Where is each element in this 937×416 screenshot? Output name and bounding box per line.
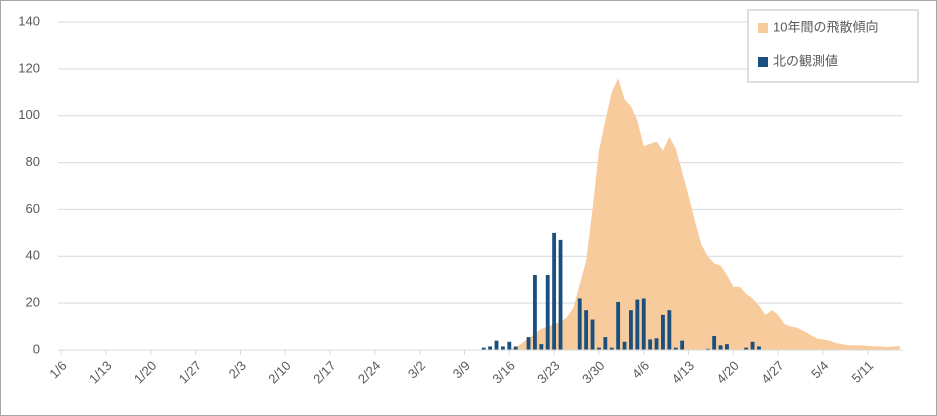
bar: [635, 299, 640, 350]
legend-box: [747, 9, 919, 83]
y-tick-label: 20: [26, 295, 40, 310]
legend-swatch: [758, 23, 768, 33]
bar: [750, 341, 755, 350]
legend-label: 北の観測値: [773, 53, 838, 68]
bar: [597, 347, 601, 350]
bar: [481, 347, 486, 350]
y-tick-label: 0: [33, 341, 40, 356]
bar: [712, 335, 717, 350]
bar: [680, 340, 685, 350]
bar: [648, 339, 653, 350]
y-tick-label: 140: [18, 13, 40, 28]
bar: [757, 346, 761, 350]
bar: [609, 347, 614, 350]
bar: [513, 346, 518, 350]
bar: [590, 319, 595, 350]
area: [61, 78, 900, 350]
bar: [526, 337, 531, 350]
bar: [545, 275, 550, 350]
bar: [667, 310, 672, 350]
bar: [744, 347, 749, 350]
bar: [584, 310, 589, 350]
bar: [616, 301, 621, 350]
y-tick-label: 80: [26, 154, 40, 169]
bar: [577, 298, 582, 350]
bar: [500, 346, 505, 350]
y-tick-label: 120: [18, 60, 40, 75]
bar: [494, 340, 499, 350]
bar: [725, 344, 729, 350]
bar: [622, 341, 627, 350]
bar: [507, 341, 512, 350]
bar: [539, 344, 544, 350]
bar: [603, 337, 608, 350]
legend-label: 10年間の飛散傾向: [773, 19, 878, 34]
bar: [552, 232, 557, 350]
bar: [629, 310, 633, 350]
bar: [558, 239, 563, 350]
bar: [641, 298, 646, 350]
y-tick-label: 100: [18, 107, 40, 122]
bar: [661, 314, 665, 350]
bar: [705, 348, 710, 350]
bar: [488, 346, 493, 350]
bar: [718, 345, 723, 350]
y-tick-label: 60: [26, 201, 40, 216]
bar: [654, 338, 659, 350]
bar: [532, 275, 537, 350]
bar: [673, 347, 678, 350]
y-tick-label: 40: [26, 248, 40, 263]
legend-swatch: [758, 57, 768, 67]
